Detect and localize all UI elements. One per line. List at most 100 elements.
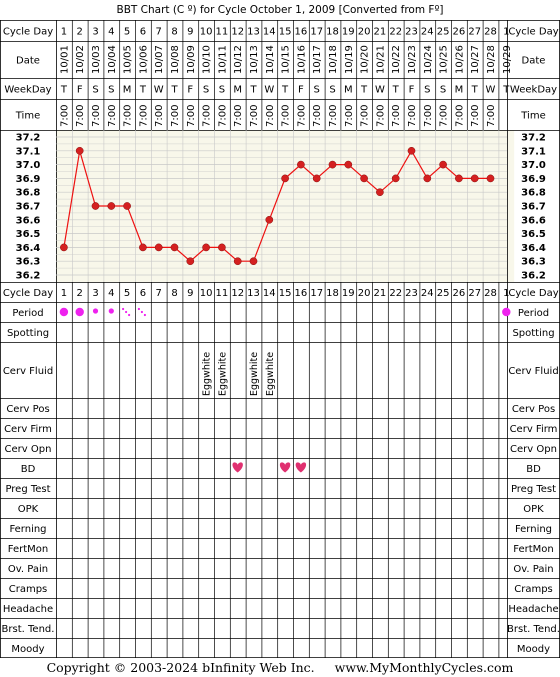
time-cell: 7:00 — [375, 105, 386, 127]
date-cell: 10/10 — [202, 45, 213, 74]
right-temp-tick-label: 36.2 — [521, 271, 546, 282]
date-cell: 10/17 — [312, 45, 323, 74]
weekday-cell: F — [77, 85, 83, 96]
weekday-cell: W — [486, 85, 496, 96]
time-cell: 7:00 — [470, 105, 481, 127]
cycle-day-cell: 26 — [453, 27, 466, 38]
date-cell: 10/28 — [486, 45, 497, 74]
cycle-day-cell: 11 — [216, 288, 229, 299]
cycle-day-cell: 13 — [247, 27, 260, 38]
cycle-day-cell: 15 — [279, 288, 292, 299]
cycle-day-cell: 23 — [405, 27, 418, 38]
time-cell: 7:00 — [249, 105, 260, 127]
left-temp-tick-label: 37.2 — [16, 133, 41, 144]
cerv-fluid-label: Eggwhite — [202, 352, 213, 396]
temperature-point — [265, 215, 274, 224]
cycle-day-cell: 28 — [484, 27, 497, 38]
period-medium-icon — [108, 308, 114, 314]
period-spotting-icon — [128, 313, 131, 317]
date-cell: 10/26 — [454, 45, 465, 74]
weekday-cell: S — [108, 85, 114, 96]
cycle-day-cell: 3 — [92, 27, 98, 38]
temperature-point — [154, 243, 163, 252]
cycle-day-cell: 2 — [77, 27, 83, 38]
left-label-headache: Headache — [3, 604, 53, 615]
cycle-day-cell: 28 — [484, 288, 497, 299]
temperature-point — [376, 188, 384, 197]
cycle-day-cell: 1 — [503, 288, 509, 299]
date-cell: 10/29 — [502, 45, 513, 74]
cycle-day-cell: 9 — [187, 288, 193, 299]
cycle-day-cell: 14 — [263, 288, 276, 299]
temperature-point — [439, 160, 447, 169]
period-spotting-icon — [140, 310, 143, 314]
time-cell: 7:00 — [75, 105, 86, 127]
left-label-period: Period — [12, 308, 43, 319]
cycle-day-cell: 7 — [156, 288, 162, 299]
time-cell: 7:00 — [170, 105, 181, 127]
weekday-cell: W — [264, 85, 274, 96]
right-label-brst-tend: Brst. Tend. — [507, 624, 560, 635]
cycle-day-cell: 27 — [468, 288, 481, 299]
left-temp-tick-label: 36.2 — [16, 271, 41, 282]
bbt-chart: BBT Chart (C º) for Cycle October 1, 200… — [0, 4, 560, 658]
weekday-cell: S — [424, 85, 430, 96]
weekday-cell: S — [329, 85, 335, 96]
cycle-day-cell: 19 — [342, 288, 355, 299]
left-temp-tick-label: 37.1 — [16, 146, 41, 157]
date-cell: 10/02 — [75, 45, 86, 74]
weekday-cell: T — [170, 85, 178, 96]
cycle-day-cell: 16 — [295, 288, 308, 299]
date-cell: 10/15 — [281, 45, 292, 74]
time-cell: 7:00 — [138, 105, 149, 127]
temperature-point — [139, 243, 147, 252]
cycle-day-cell: 23 — [405, 288, 418, 299]
period-heavy-icon — [502, 307, 511, 317]
date-cell: 10/03 — [91, 45, 102, 74]
right-temp-tick-label: 36.3 — [521, 257, 546, 268]
right-temp-tick-label: 36.9 — [521, 174, 546, 185]
cerv-fluid-label: Eggwhite — [265, 352, 276, 396]
time-cell: 7:00 — [407, 105, 418, 127]
left-label-time: Time — [15, 111, 40, 122]
right-label-cramps: Cramps — [514, 584, 553, 595]
date-cell: 10/21 — [375, 45, 386, 74]
left-temp-tick-label: 36.3 — [16, 257, 41, 268]
right-label-fertmon: FertMon — [513, 544, 553, 555]
cycle-day-cell: 4 — [108, 27, 114, 38]
cycle-day-cell: 7 — [156, 27, 162, 38]
site-link[interactable]: www.MyMonthlyCycles.com — [334, 660, 514, 675]
weekday-cell: T — [502, 85, 510, 96]
time-cell: 7:00 — [91, 105, 102, 127]
temperature-point — [391, 174, 400, 183]
time-cell: 7:00 — [439, 105, 450, 127]
cycle-day-cell: 12 — [231, 27, 244, 38]
cycle-day-cell: 22 — [389, 27, 402, 38]
cycle-day-cell: 15 — [279, 27, 292, 38]
cycle-day-cell: 18 — [326, 288, 339, 299]
cycle-day-cell: 8 — [171, 27, 177, 38]
right-label-cerv-fluid: Cerv Fluid — [508, 366, 558, 377]
weekday-cell: M — [455, 85, 464, 96]
temperature-point — [312, 174, 321, 183]
date-cell: 10/01 — [59, 45, 70, 74]
date-cell: 10/18 — [328, 45, 339, 74]
left-label-spotting: Spotting — [7, 328, 49, 339]
right-temp-tick-label: 37.2 — [521, 133, 546, 144]
period-heavy-icon — [59, 307, 69, 317]
period-medium-icon — [92, 308, 99, 314]
left-label-cerv-fluid: Cerv Fluid — [3, 366, 53, 377]
left-label-opk: OPK — [18, 504, 39, 515]
cycle-day-cell: 12 — [231, 288, 244, 299]
date-cell: 10/12 — [233, 45, 244, 74]
cerv-fluid-label: Eggwhite — [249, 352, 260, 396]
cycle-day-cell: 20 — [358, 27, 371, 38]
cycle-day-cell: 1 — [61, 27, 67, 38]
right-label-ov-pain: Ov. Pain — [513, 564, 553, 575]
right-temp-tick-label: 36.5 — [521, 229, 546, 240]
cycle-day-cell: 24 — [421, 27, 434, 38]
weekday-cell: T — [360, 85, 368, 96]
cycle-day-cell: 17 — [310, 27, 323, 38]
date-cell: 10/05 — [123, 45, 134, 74]
date-cell: 10/23 — [407, 45, 418, 74]
